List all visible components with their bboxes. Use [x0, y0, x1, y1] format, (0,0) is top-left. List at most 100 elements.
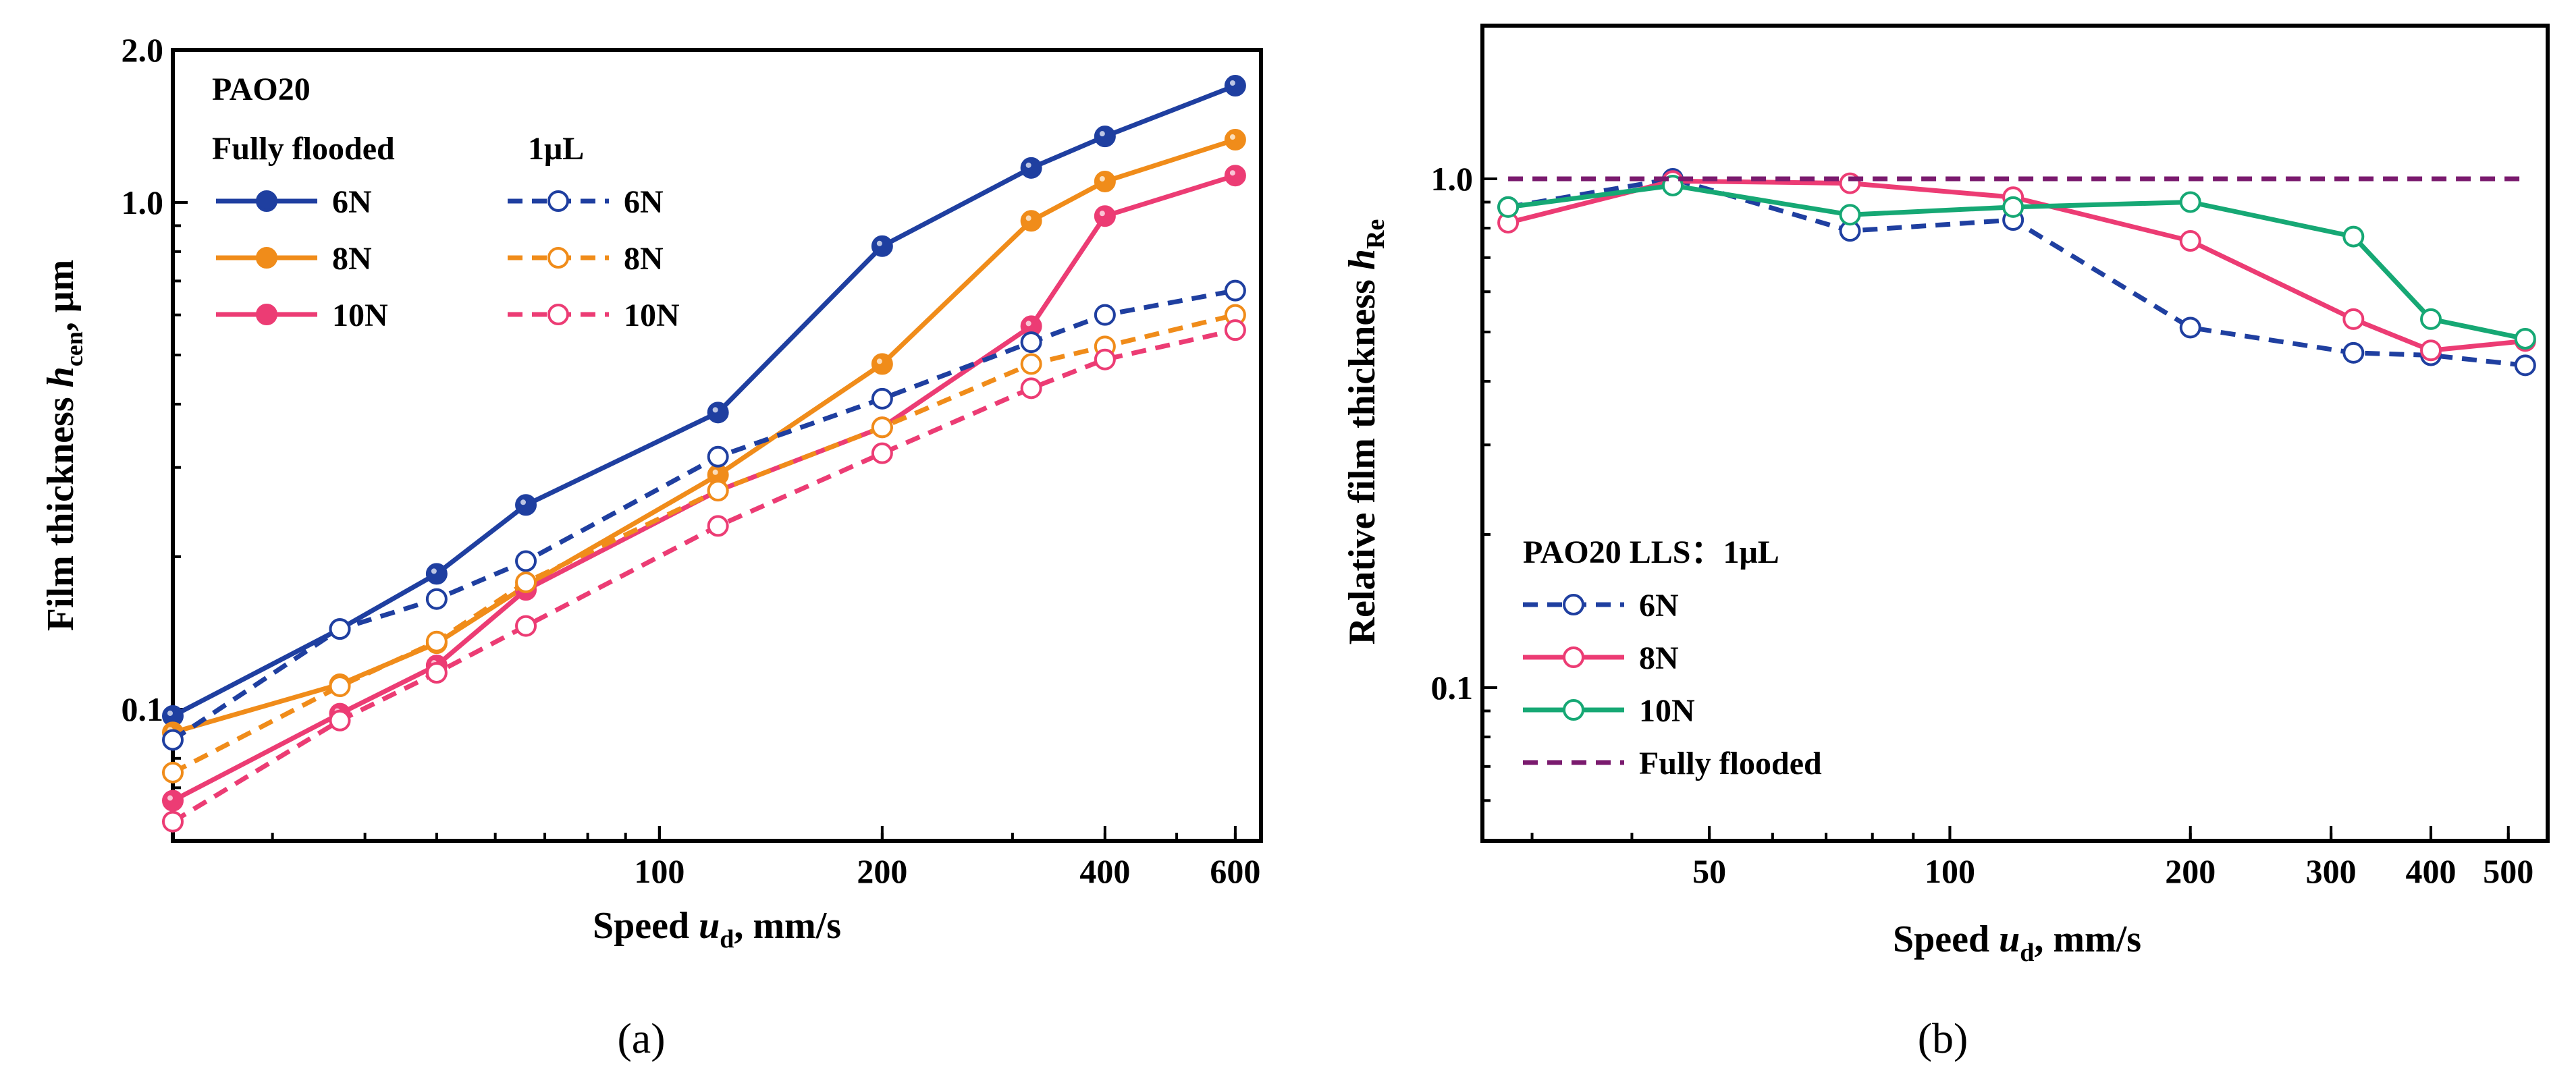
legend-swatch-marker	[1563, 646, 1584, 668]
x-tick-label: 500	[2483, 852, 2533, 890]
legend-label: 10N	[332, 298, 388, 333]
legend-label: 10N	[1639, 693, 1695, 729]
series-6n-flooded-point-highlight	[520, 499, 527, 505]
panel-a-ticks: 0.1 1.0 2.0 100 200 400 600	[122, 31, 1261, 890]
series-6n-1ul-point	[1094, 304, 1116, 326]
series-6n-1ul-point	[1020, 331, 1042, 354]
series-10n-flooded-point	[1224, 165, 1246, 187]
series-6n-flooded-point-highlight	[876, 240, 882, 246]
series-8n-1ul-point	[515, 571, 537, 593]
x-tick-label: 100	[634, 852, 685, 890]
series-6n-1ul-point	[329, 618, 351, 640]
series-8n-flooded-point	[1094, 170, 1116, 192]
series-10n-point	[2420, 308, 2442, 330]
series-8n-1ul-point	[707, 480, 729, 502]
series-10n-1ul-point	[707, 515, 729, 537]
panel-a-x-axis-title: Speed ud, mm/s	[593, 905, 841, 954]
series-6n-flooded-point	[1224, 75, 1246, 97]
series-10n-flooded-point-highlight	[167, 795, 173, 801]
y-tick-label: 1.0	[1431, 160, 1474, 198]
x-tick-label: 400	[1079, 852, 1130, 890]
panel-a-legend-group-1ul: 1μL	[528, 131, 584, 167]
series-6n-flooded-point-highlight	[1229, 80, 1235, 86]
legend-swatch-marker	[547, 247, 569, 269]
series-8n-flooded-line	[172, 137, 1236, 735]
legend-label: 6N	[332, 184, 372, 220]
series-6n-flooded-point-highlight	[1025, 162, 1031, 168]
series-8n-line	[1507, 178, 2526, 353]
series-10n-flooded-point	[162, 790, 184, 812]
series-8n-point	[2342, 308, 2365, 330]
legend-swatch-marker	[547, 190, 569, 212]
series-8n-flooded-point-highlight	[1099, 175, 1105, 182]
series-10n-point	[2514, 327, 2536, 350]
series-8n-1ul-point	[1020, 353, 1042, 375]
panel-a-legend-title: PAO20	[212, 72, 311, 107]
series-8n-flooded-point-highlight	[1229, 134, 1235, 140]
series-8n-1ul-point	[162, 761, 184, 783]
panel-b: 0.1 1.0 50 100 200 300 400 500 PAO20 LLS：1μL 6N…	[1341, 24, 2550, 1062]
legend-swatch-marker	[256, 304, 277, 325]
series-6n-1ul-point	[425, 588, 448, 610]
series-6n-point	[2342, 341, 2365, 364]
panel-a: 0.1 1.0 2.0 100 200 400 600 PAO20 Fully floode…	[40, 31, 1263, 1062]
series-6n-1ul-point	[871, 387, 893, 410]
series-10n-1ul-point	[162, 810, 184, 833]
series-8n-flooded-point-highlight	[712, 469, 718, 475]
panel-a-y-axis-title: Film thickness hcen, μm	[40, 260, 88, 631]
y-tick-label: 0.1	[122, 690, 164, 728]
series-6n-flooded-point-highlight	[167, 710, 173, 716]
panel-b-legend-items: 6N 8N 10N Fully flooded	[1523, 588, 1822, 781]
legend-swatch-marker	[1563, 594, 1584, 615]
series-10n-point	[1497, 196, 1520, 218]
series-6n-1ul-point	[162, 729, 184, 751]
panel-b-frame	[1480, 24, 2550, 843]
series-8n-1ul-point	[329, 675, 351, 697]
series-6n-flooded-point-highlight	[431, 568, 437, 574]
series-6n-flooded-point	[707, 402, 729, 424]
series-6n-flooded-point-highlight	[712, 407, 718, 413]
panel-a-series	[162, 75, 1246, 833]
x-tick-label: 400	[2406, 852, 2457, 890]
series-6n-flooded-point	[1094, 126, 1116, 148]
panel-b-series	[1497, 167, 2536, 377]
series-6n-line	[1507, 176, 2526, 368]
series-10n-line	[1507, 183, 2526, 341]
series-8n-1ul-point	[425, 630, 448, 653]
series-8n-point	[2179, 230, 2201, 252]
x-tick-label: 100	[1925, 852, 1975, 890]
series-8n-flooded-point-highlight	[1025, 215, 1031, 221]
series-8n-flooded-point	[871, 353, 893, 375]
series-10n-point	[2002, 196, 2024, 218]
series-6n-1ul-point	[707, 445, 729, 468]
series-6n-point	[2514, 354, 2536, 377]
legend-label: 8N	[624, 241, 664, 277]
series-10n-flooded-point-highlight	[1025, 321, 1031, 327]
legend-label: 8N	[332, 241, 372, 277]
series-6n-1ul-line	[171, 288, 1236, 742]
panel-b-legend-title: PAO20 LLS：1μL	[1523, 534, 1779, 570]
series-10n-flooded-point-highlight	[1229, 170, 1235, 176]
series-6n-1ul-point	[515, 550, 537, 572]
series-6n-flooded-point-highlight	[1099, 131, 1105, 137]
panel-a-frame	[171, 48, 1263, 843]
series-10n-flooded-point-highlight	[1099, 211, 1105, 217]
legend-label: 6N	[624, 184, 664, 220]
series-8n-1ul-line	[171, 312, 1236, 775]
series-6n-flooded-point	[1020, 157, 1042, 179]
panel-b-legend: PAO20 LLS：1μL 6N 8N 10N Fully flooded	[1523, 534, 1822, 781]
series-6n-flooded-point	[425, 563, 448, 585]
panel-b-y-axis-title: Relative film thickness hRe	[1341, 219, 1390, 645]
x-tick-label: 200	[857, 852, 907, 890]
panel-b-ticks: 0.1 1.0 50 100 200 300 400 500	[1431, 24, 2533, 890]
x-tick-label: 600	[1210, 852, 1260, 890]
series-6n-1ul-point	[1224, 279, 1246, 302]
series-6n-point	[2179, 316, 2201, 339]
series-10n-1ul-point	[515, 615, 537, 637]
panel-a-legend-items: 6N 8N 10N 6N 8N 10N	[216, 184, 680, 333]
series-8n-flooded-point	[1020, 210, 1042, 232]
legend-label: 8N	[1639, 640, 1679, 676]
series-10n-point	[2179, 191, 2201, 213]
series-8n-1ul-point	[871, 416, 893, 439]
